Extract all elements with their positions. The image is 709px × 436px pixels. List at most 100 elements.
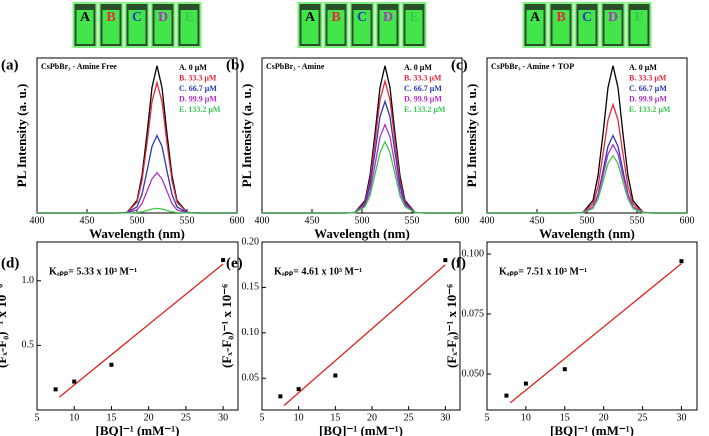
legend-entry: B. 33.3 μM [179, 73, 217, 82]
y-tick-label: 0.100 [462, 248, 485, 259]
x-tick-label: 30 [676, 412, 686, 423]
x-tick-label: 550 [180, 215, 195, 226]
vial-label: E [634, 10, 643, 25]
annotation: Kₐₚₚ= 5.33 x 10³ M⁻¹ [49, 266, 137, 277]
x-tick-label: 450 [80, 215, 95, 226]
x-axis-label: [BQ]⁻¹ (mM⁻¹) [319, 423, 403, 436]
y-tick-label: 0.15 [242, 282, 260, 293]
x-axis-label: Wavelength (nm) [314, 226, 410, 241]
data-point [443, 258, 448, 263]
x-tick-label: 15 [106, 412, 116, 423]
x-tick-label: 20 [367, 412, 377, 423]
data-point [53, 387, 58, 392]
fit-line [283, 264, 446, 406]
vial-label: E [409, 10, 418, 25]
vial-label: D [158, 10, 168, 25]
vial-label: D [383, 10, 393, 25]
plot-frame [36, 241, 239, 411]
vial-label: B [556, 10, 565, 25]
y-tick-label: 0.050 [462, 368, 485, 379]
y-tick-label: 0.075 [462, 308, 485, 319]
vial-glow [301, 10, 319, 44]
panel-label: (d) [1, 255, 19, 271]
data-point [109, 362, 114, 367]
x-tick-label: 30 [440, 412, 450, 423]
x-tick-label: 500 [130, 215, 145, 226]
vial-glow [154, 10, 172, 44]
spectrum-line [487, 154, 687, 214]
vial-glow [180, 10, 198, 44]
vial-glow [578, 10, 596, 44]
panel-label: (a) [1, 57, 19, 73]
vial-glow [76, 10, 94, 44]
x-tick-label: 500 [355, 215, 370, 226]
data-point [679, 259, 684, 264]
vial-label: A [305, 10, 316, 25]
y-axis-label: PL Intensity (a. u.) [464, 84, 479, 188]
panel-label: (e) [226, 255, 243, 271]
data-point [333, 373, 338, 378]
vial-glow [630, 10, 648, 44]
legend-entry: B. 33.3 μM [404, 73, 442, 82]
y-tick-label: 0.05 [242, 373, 260, 384]
x-tick-label: 10 [521, 412, 531, 423]
vial-label: D [608, 10, 618, 25]
plot-frame [486, 241, 698, 411]
x-tick-label: 5 [260, 412, 265, 423]
chart-title: CsPbBr₃ - Amine Free [41, 62, 117, 71]
vial-label: C [132, 10, 142, 25]
plot-frame [261, 241, 461, 411]
x-tick-label: 550 [630, 215, 645, 226]
fit-line [58, 263, 224, 398]
legend-entry: C. 66.7 μM [629, 84, 667, 93]
y-axis-label: (Fₓ-F₀)⁻¹ x 10⁻⁶ [0, 284, 9, 368]
x-axis-label: Wavelength (nm) [539, 226, 635, 241]
x-tick-label: 400 [30, 215, 45, 226]
vial-glow [379, 10, 397, 44]
data-point [278, 394, 283, 399]
y-tick-label: 0.20 [242, 236, 260, 247]
data-point [296, 387, 301, 392]
x-tick-label: 10 [69, 412, 79, 423]
vial-label: E [184, 10, 193, 25]
x-tick-label: 25 [181, 412, 191, 423]
x-tick-label: 20 [599, 412, 609, 423]
annotation: Kₐₚₚ= 7.51 x 10³ M⁻¹ [499, 266, 587, 277]
panel-label: (c) [451, 57, 468, 73]
spectrum-line [262, 99, 462, 214]
x-tick-label: 400 [255, 215, 270, 226]
x-tick-label: 600 [680, 215, 695, 226]
panel-label: (f) [451, 255, 466, 271]
legend-entry: E. 133.2 μM [404, 105, 446, 114]
legend-entry: C. 66.7 μM [179, 84, 217, 93]
data-point [504, 393, 509, 398]
x-axis-label: [BQ]⁻¹ (mM⁻¹) [550, 423, 634, 436]
x-tick-label: 30 [218, 412, 228, 423]
vial-glow [405, 10, 423, 44]
x-tick-label: 20 [144, 412, 154, 423]
chart-title: CsPbBr₃ - Amine + TOP [491, 62, 574, 71]
legend-entry: E. 133.2 μM [179, 105, 221, 114]
legend-entry: D. 99.9 μM [179, 94, 217, 103]
vial-glow [327, 10, 345, 44]
vial-glow [526, 10, 544, 44]
data-point [523, 381, 528, 386]
spectrum-line [37, 207, 237, 214]
data-point [562, 367, 567, 372]
panel-label: (b) [226, 57, 244, 73]
x-tick-label: 25 [638, 412, 648, 423]
x-tick-label: 450 [305, 215, 320, 226]
data-point [72, 379, 77, 384]
data-point [221, 258, 226, 263]
vial-glow [604, 10, 622, 44]
y-tick-label: 0.5 [22, 340, 35, 351]
legend-entry: A. 0 μM [629, 63, 657, 72]
y-axis-label: (Fₓ-F₀)⁻¹ x 10⁻⁶ [219, 284, 234, 368]
vial-glow [552, 10, 570, 44]
y-tick-label: 0.10 [242, 327, 260, 338]
vial-label: A [80, 10, 91, 25]
vial-glow [128, 10, 146, 44]
x-axis-label: [BQ]⁻¹ (mM⁻¹) [96, 423, 180, 436]
legend-entry: A. 0 μM [179, 63, 207, 72]
